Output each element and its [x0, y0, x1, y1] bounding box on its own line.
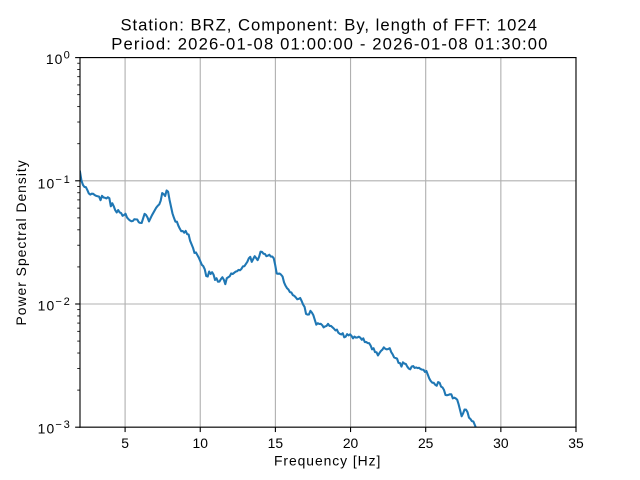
- svg-text:Power Spectral Density: Power Spectral Density: [13, 159, 29, 325]
- svg-text:35: 35: [568, 435, 584, 451]
- svg-text:15: 15: [268, 435, 284, 451]
- svg-text:20: 20: [343, 435, 359, 451]
- svg-text:Station: BRZ, Component: By, l: Station: BRZ, Component: By, length of F…: [120, 16, 537, 35]
- svg-text:1 0 −: 1 0 − 1: [38, 163, 70, 193]
- svg-text:10: 10: [193, 435, 209, 451]
- svg-text:25: 25: [418, 435, 434, 451]
- svg-text:1 0 −: 1 0 − 3: [38, 408, 70, 438]
- svg-text:30: 30: [493, 435, 509, 451]
- svg-text:Period: 2026-01-08 01:00:00 -: Period: 2026-01-08 01:00:00 - 2026-01-08…: [111, 34, 548, 53]
- svg-text:1 0 −: 1 0 − 2: [38, 285, 70, 315]
- svg-text:1 0 0: 1 0 0: [46, 44, 70, 69]
- svg-text:5: 5: [121, 435, 129, 451]
- svg-text:Frequency [Hz]: Frequency [Hz]: [274, 452, 381, 468]
